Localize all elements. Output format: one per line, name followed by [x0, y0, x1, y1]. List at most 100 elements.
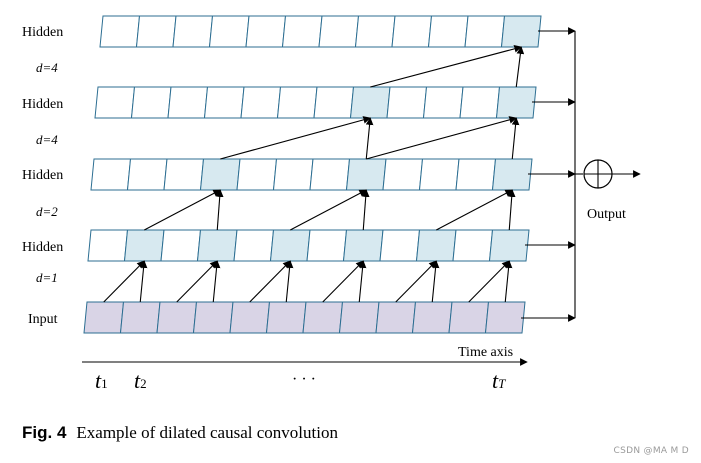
hidden1-to-hidden2-arrow [289, 189, 367, 231]
input-cell [302, 301, 344, 334]
hidden-3-cell [422, 86, 464, 119]
caption-label: Fig. 4 [22, 423, 67, 442]
hidden-2-cell [90, 158, 132, 191]
hidden-3-cell [495, 86, 537, 119]
hidden-2-cell [491, 158, 533, 191]
hidden-4-cell [99, 15, 141, 48]
hidden-4-cell [427, 15, 469, 48]
hidden-2-cell [126, 158, 168, 191]
input-to-hidden1-arrow [249, 260, 291, 303]
row-label-hidden-3: Hidden [22, 97, 63, 112]
input-to-hidden1-arrow [285, 260, 294, 303]
hidden-1-cell [452, 229, 494, 262]
hidden-2-cell [236, 158, 278, 191]
input-cell [484, 301, 526, 334]
hidden-2-cell [309, 158, 351, 191]
input-to-hidden1-arrow [212, 260, 221, 303]
hidden-3-cell [276, 86, 318, 119]
row-label-hidden-2: Hidden [22, 168, 63, 183]
input-to-hidden1-arrow [395, 260, 437, 303]
input-to-hidden1-arrow [176, 260, 218, 303]
hidden1-to-hidden2-arrow [215, 189, 224, 231]
input-cell [411, 301, 453, 334]
hidden-2-cell [455, 158, 497, 191]
time-label-t1: t1 [95, 368, 108, 393]
hidden2-to-hidden3-arrow [366, 116, 517, 160]
dilation-label-third: d=2 [36, 204, 58, 219]
hidden-1-cell [415, 229, 457, 262]
hidden-1-cell [269, 229, 311, 262]
hidden-3-cell [130, 86, 172, 119]
hidden-4-cell [208, 15, 250, 48]
hidden-1-cell [160, 229, 202, 262]
hidden-2-cell [418, 158, 460, 191]
hidden2-to-hidden3-arrow [220, 116, 371, 160]
input-cell [83, 301, 125, 334]
hidden-4-cell [354, 15, 396, 48]
caption-text: Example of dilated causal convolution [76, 423, 338, 442]
hidden-1-cell [379, 229, 421, 262]
hidden-2-cell [382, 158, 424, 191]
hidden-3-cell [459, 86, 501, 119]
input-cell [338, 301, 380, 334]
hidden-1-cell [233, 229, 275, 262]
hidden-2-cell [199, 158, 241, 191]
hidden-4-cell [245, 15, 287, 48]
hidden1-to-hidden2-arrow [435, 189, 513, 231]
hidden3-to-hidden4-arrow [370, 45, 522, 88]
input-to-hidden1-arrow [358, 260, 367, 303]
input-cell [192, 301, 234, 334]
input-cell [229, 301, 271, 334]
hidden3-to-hidden4-arrow [515, 46, 525, 88]
cell-rows [83, 15, 542, 334]
hidden-4-cell [281, 15, 323, 48]
input-cell [119, 301, 161, 334]
hidden-3-cell [167, 86, 209, 119]
hidden-3-cell [240, 86, 282, 119]
hidden-3-cell [313, 86, 355, 119]
input-cell [265, 301, 307, 334]
hidden2-to-hidden3-arrow [365, 117, 374, 160]
hidden-2-cell [345, 158, 387, 191]
hidden-3-cell [94, 86, 136, 119]
hidden-3-cell [203, 86, 245, 119]
hidden1-to-hidden2-arrow [507, 189, 516, 231]
hidden-1-cell [342, 229, 384, 262]
hidden1-to-hidden2-arrow [361, 189, 370, 231]
hidden-4-cell [500, 15, 542, 48]
time-ellipsis: · · · [292, 371, 316, 388]
hidden-4-cell [391, 15, 433, 48]
row-label-hidden-1: Hidden [22, 240, 63, 255]
dilation-label-second: d=4 [36, 132, 58, 147]
figure-caption: Fig. 4 Example of dilated causal convolut… [22, 423, 338, 443]
time-label-tT: tT [492, 368, 506, 393]
hidden-3-cell [349, 86, 391, 119]
input-to-hidden1-arrow [504, 260, 513, 303]
hidden2-to-hidden3-arrow [511, 117, 520, 160]
output-bus [521, 27, 641, 322]
hidden-1-cell [196, 229, 238, 262]
hidden-4-cell [135, 15, 177, 48]
dilation-label-top: d=4 [36, 60, 58, 75]
hidden-1-cell [306, 229, 348, 262]
input-cell [375, 301, 417, 334]
watermark: CSDN @MA M D [613, 446, 689, 456]
time-label-t2: t2 [134, 368, 147, 393]
input-cell [448, 301, 490, 334]
output-label: Output [587, 207, 626, 222]
hidden-1-cell [488, 229, 530, 262]
hidden-1-cell [87, 229, 129, 262]
hidden-1-cell [123, 229, 165, 262]
hidden-4-cell [172, 15, 214, 48]
input-cell [156, 301, 198, 334]
row-label-input: Input [28, 312, 58, 327]
input-to-hidden1-arrow [322, 260, 364, 303]
connections [103, 45, 525, 303]
input-to-hidden1-arrow [139, 260, 148, 303]
input-to-hidden1-arrow [468, 260, 510, 303]
dilation-label-bottom: d=1 [36, 270, 58, 285]
hidden-4-cell [464, 15, 506, 48]
hidden1-to-hidden2-arrow [143, 189, 221, 231]
hidden-4-cell [318, 15, 360, 48]
